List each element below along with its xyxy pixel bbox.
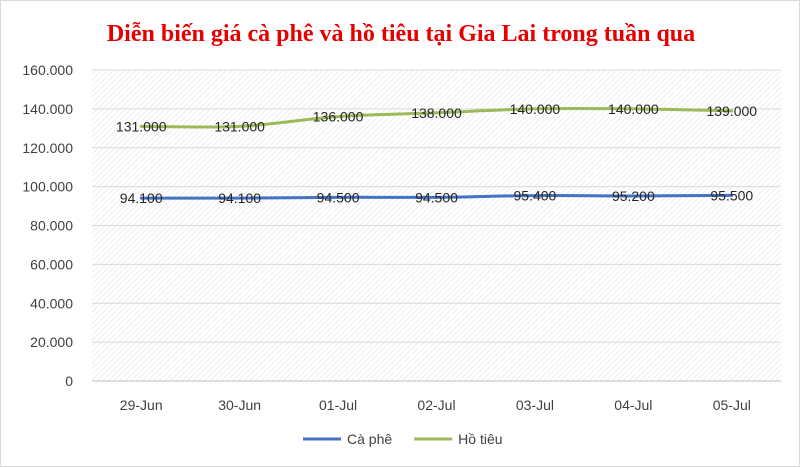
x-tick-label: 05-Jul [713,397,751,413]
data-label: 140.000 [510,101,561,117]
legend-label: Hồ tiêu [458,431,502,447]
data-label: 95.400 [514,188,557,204]
data-label: 140.000 [608,101,659,117]
y-tick-label: 120.000 [22,140,73,156]
chart-title: Diễn biến giá cà phê và hồ tiêu tại Gia … [107,21,695,47]
series-lines [139,107,734,200]
data-label: 95.500 [710,187,753,203]
data-label: 94.100 [120,190,163,206]
data-label: 131.000 [116,118,167,134]
y-tick-label: 0 [65,373,73,389]
y-tick-label: 40.000 [30,295,73,311]
data-label: 94.100 [218,190,261,206]
data-labels: 94.100 94.100 94.500 94.500 95.400 95.200 95.5… [116,101,757,206]
x-tick-label: 03-Jul [516,397,554,413]
gridlines [92,69,781,382]
data-label: 131.000 [214,118,265,134]
data-label: 138.000 [411,105,462,121]
legend-label: Cà phê [347,431,392,447]
y-tick-label: 60.000 [30,256,73,272]
y-tick-label: 80.000 [30,218,73,234]
series-line-1 [139,107,734,129]
data-label: 136.000 [313,109,364,125]
y-axis: 0 20.000 40.000 60.000 80.000 100.000 120.000 1… [22,62,73,389]
y-tick-label: 20.000 [30,334,73,350]
data-label: 95.200 [612,188,655,204]
data-label: 94.500 [317,189,360,205]
x-axis: 29-Jun 30-Jun 01-Jul 02-Jul 03-Jul 04-Jul 05-J… [120,397,751,413]
data-label: 94.500 [415,189,458,205]
y-tick-label: 160.000 [22,62,73,78]
x-tick-label: 01-Jul [319,397,357,413]
y-tick-label: 140.000 [22,101,73,117]
x-tick-label: 29-Jun [120,397,163,413]
series-line-0 [139,193,734,200]
x-tick-label: 30-Jun [218,397,261,413]
data-label: 139.000 [706,103,757,119]
y-tick-label: 100.000 [22,179,73,195]
x-tick-label: 04-Jul [614,397,652,413]
legend: Cà phê Hồ tiêu [303,431,503,447]
x-tick-label: 02-Jul [417,397,455,413]
